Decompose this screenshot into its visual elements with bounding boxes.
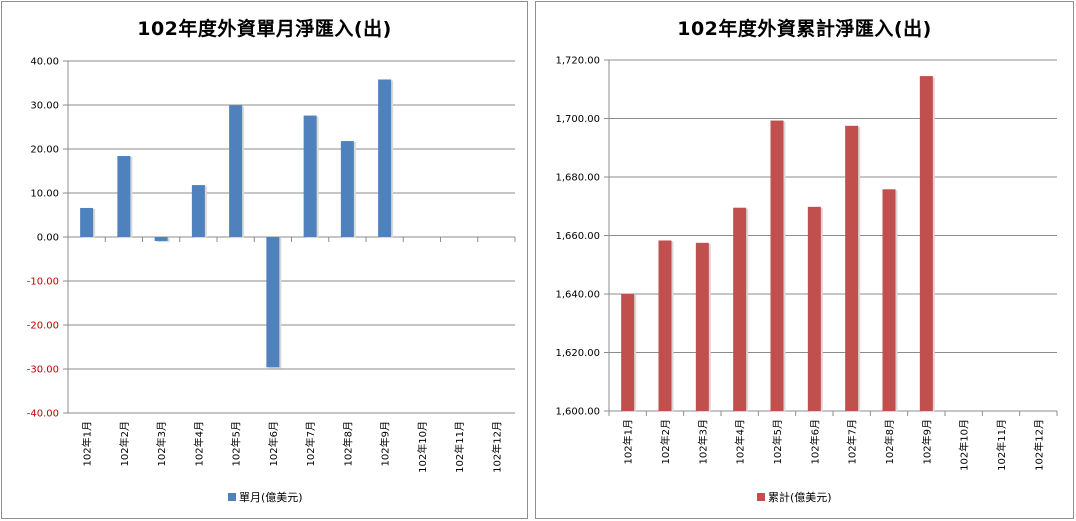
x-tick-label: 102年5月 xyxy=(771,419,784,464)
x-tick-label: 102年3月 xyxy=(696,419,709,464)
x-tick-label: 102年1月 xyxy=(81,421,94,466)
y-tick-label: 1,620.00 xyxy=(555,348,600,359)
x-tick-label: 102年9月 xyxy=(920,419,933,464)
y-tick-label: 0.00 xyxy=(37,233,59,244)
cumulative-net-inflow-chart: 1,720.00 1,700.00 1,680.00 1,660.00 1,640.00… xyxy=(555,56,1058,504)
x-tick-label: 102年4月 xyxy=(192,421,205,466)
x-tick-label: 102年11月 xyxy=(995,419,1008,471)
chart-title-cumulative: 102年度外資累計淨匯入(出) xyxy=(677,18,932,40)
y-tick-label: 10.00 xyxy=(30,189,59,200)
y-tick-label: -10.00 xyxy=(27,277,59,288)
y-tick-label: -20.00 xyxy=(27,321,59,332)
x-tick-label: 102年1月 xyxy=(622,419,635,464)
y-tick-label: 1,700.00 xyxy=(555,114,600,125)
y-tick-label: 1,720.00 xyxy=(555,56,600,67)
x-tick-label: 102年8月 xyxy=(883,419,896,464)
legend-swatch xyxy=(757,493,765,501)
x-tick-label: 102年9月 xyxy=(379,421,392,466)
y-tick-label: 30.00 xyxy=(30,101,59,112)
x-tick-label: 102年12月 xyxy=(1032,419,1045,471)
bar-102年5月 xyxy=(770,120,784,412)
x-tick-label: 102年12月 xyxy=(490,421,503,473)
y-tick-label: 1,600.00 xyxy=(555,407,600,418)
legend-swatch xyxy=(228,493,236,501)
monthly-net-inflow-chart: 40.00 30.00 20.00 10.00 0.00 -10.00 -20.00 -30.… xyxy=(27,57,516,504)
bar-102年8月 xyxy=(882,189,896,411)
x-tick-label: 102年2月 xyxy=(659,419,672,464)
y-tick-label: 1,680.00 xyxy=(555,173,600,184)
x-tick-label: 102年8月 xyxy=(341,421,354,466)
bar-102年4月 xyxy=(191,185,205,237)
chart-title-monthly: 102年度外資單月淨匯入(出) xyxy=(137,18,392,40)
x-tick-label: 102年5月 xyxy=(230,421,243,466)
bar-102年2月 xyxy=(117,156,131,237)
y-tick-label: 20.00 xyxy=(30,145,59,156)
x-tick-label: 102年6月 xyxy=(808,419,821,464)
legend-label: 單月(億美元) xyxy=(239,491,303,504)
chart-panel-cumulative: 102年度外資累計淨匯入(出) 1,720.00 1,700.00 1,680.00… xyxy=(535,1,1074,519)
y-tick-label: -30.00 xyxy=(27,365,59,376)
bar-102年3月 xyxy=(695,242,709,411)
bar-102年1月 xyxy=(80,207,94,237)
y-tick-label: 40.00 xyxy=(30,57,59,68)
chart-panel-monthly: 102年度外資單月淨匯入(出) 40.00 30.00 20.00 10.00 0.00… xyxy=(1,1,528,519)
bar-102年9月 xyxy=(378,79,392,237)
bar-102年7月 xyxy=(845,125,859,411)
bar-102年8月 xyxy=(340,141,354,237)
x-tick-label: 102年10月 xyxy=(958,419,971,471)
x-tick-label: 102年4月 xyxy=(734,419,747,464)
y-tick-label: -40.00 xyxy=(27,409,59,420)
bar-102年4月 xyxy=(733,207,747,411)
y-tick-label: 1,660.00 xyxy=(555,231,600,242)
bar-102年9月 xyxy=(919,76,933,412)
bar-102年1月 xyxy=(621,294,635,411)
x-tick-label: 102年10月 xyxy=(416,421,429,473)
x-tick-label: 102年3月 xyxy=(155,421,168,466)
bar-102年6月 xyxy=(266,237,280,368)
bar-102年7月 xyxy=(303,115,317,237)
x-tick-label: 102年7月 xyxy=(846,419,859,464)
x-tick-label: 102年2月 xyxy=(118,421,131,466)
bar-102年5月 xyxy=(229,105,243,237)
legend-label: 累計(億美元) xyxy=(768,490,832,504)
bar-102年3月 xyxy=(154,237,168,241)
y-tick-label: 1,640.00 xyxy=(555,290,600,301)
x-tick-label: 102年11月 xyxy=(453,421,466,473)
bar-102年2月 xyxy=(658,240,672,411)
x-tick-label: 102年6月 xyxy=(267,421,280,466)
x-tick-label: 102年7月 xyxy=(304,421,317,466)
bar-102年6月 xyxy=(807,206,821,411)
